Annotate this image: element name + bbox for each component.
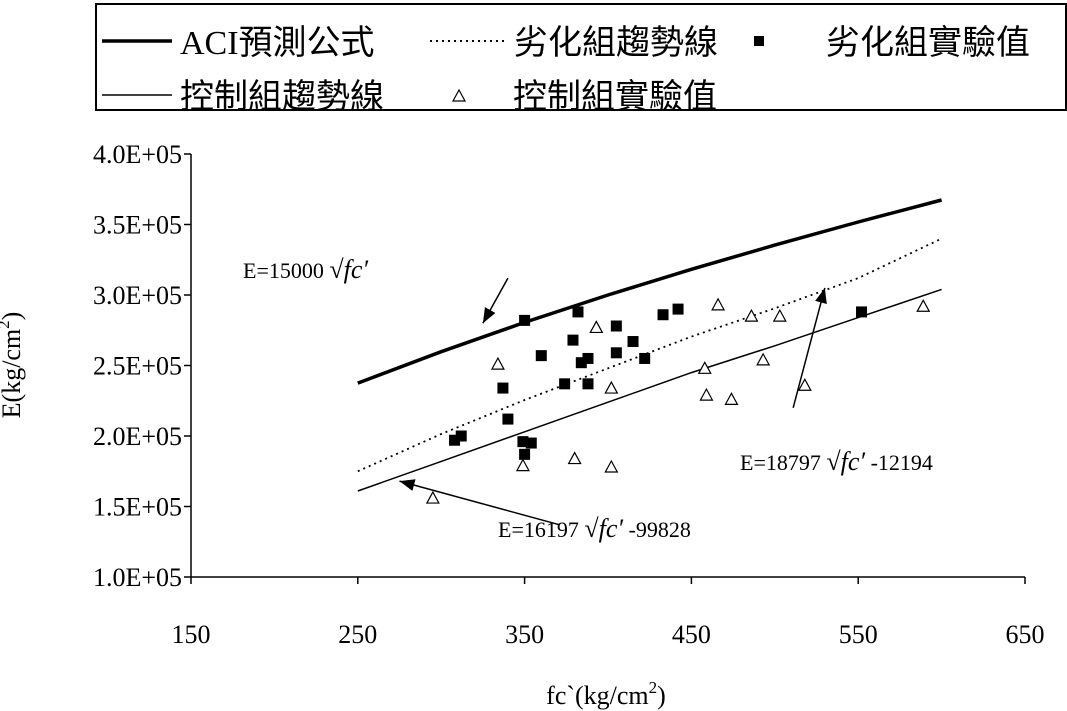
data-points [425, 297, 931, 504]
control-point [425, 490, 440, 504]
trend-line [357, 198, 943, 385]
x-axis-title: fc`(kg/cm2) [546, 678, 666, 710]
degraded-point [519, 448, 531, 460]
y-tick-label: 1.0E+05 [93, 563, 182, 592]
degraded-point [517, 436, 529, 448]
x-tick-label: 150 [172, 620, 211, 649]
annotation-arrow-head [815, 287, 827, 304]
degraded-point [525, 437, 537, 449]
y-tick-label: 2.5E+05 [93, 352, 182, 381]
y-tick-label: 3.0E+05 [93, 281, 182, 310]
legend-swatch-degraded-points [754, 36, 764, 46]
degraded-point [572, 306, 584, 318]
control-point [744, 308, 759, 322]
degraded-point [497, 382, 509, 394]
control-point [699, 387, 714, 401]
trend-line [357, 288, 942, 492]
degraded-point [610, 320, 622, 332]
degraded-point [639, 352, 651, 364]
x-axis-title-close: ) [657, 681, 666, 710]
legend-swatch-control-points [451, 88, 467, 102]
degraded-point [575, 357, 587, 369]
degraded-point [455, 430, 467, 442]
degraded-point [567, 334, 579, 346]
axes: 1.0E+05 1.5E+05 2.0E+05 2.5E+05 3.0E+05 3.5E+… [93, 140, 1045, 649]
degraded-point [582, 378, 594, 390]
degraded-point [672, 303, 684, 315]
y-tick-label: 2.0E+05 [93, 422, 182, 451]
control-point [589, 320, 604, 334]
annotation-arrow-head [482, 307, 496, 324]
annotation-label: E=16197 √fc′ -99828 [498, 514, 691, 543]
y-axis-title: E(kg/cm2) [0, 312, 26, 419]
x-tick-label: 350 [505, 620, 544, 649]
legend-label-control-points: 控制組實驗值 [513, 78, 717, 116]
legend-label-control-trend: 控制組趨勢線 [180, 78, 384, 116]
degraded-point [856, 306, 868, 318]
trend-lines [357, 198, 943, 492]
legend-label-degraded-points: 劣化組實驗值 [826, 24, 1030, 62]
degraded-point [535, 350, 547, 362]
annotation-arrow-line [399, 480, 560, 526]
legend: ACI預測公式 劣化組趨勢線 劣化組實驗值 控制組趨勢線 控制組實驗值 [95, 3, 1067, 116]
x-tick-label: 550 [839, 620, 878, 649]
control-point [724, 392, 739, 405]
x-axis-title-sup: 2 [649, 678, 658, 697]
legend-label-degraded-trend: 劣化組趨勢線 [514, 24, 718, 62]
degraded-point [627, 336, 639, 348]
degraded-point [610, 347, 622, 359]
control-point [916, 299, 931, 312]
y-tick-label: 1.5E+05 [93, 493, 182, 522]
annotation-arrow-line [792, 287, 826, 408]
y-tick-label: 3.5E+05 [93, 211, 182, 240]
degraded-point [502, 413, 514, 425]
control-point [515, 458, 530, 472]
control-point [711, 297, 726, 311]
control-point [772, 308, 787, 322]
degraded-point [657, 309, 669, 321]
y-tick-label: 4.0E+05 [93, 140, 182, 169]
x-tick-label: 650 [1006, 620, 1045, 649]
x-tick-label: 450 [672, 620, 711, 649]
control-point [697, 361, 712, 374]
y-ticks: 1.0E+05 1.5E+05 2.0E+05 2.5E+05 3.0E+05 3.5E+… [93, 140, 191, 592]
legend-frame [95, 3, 1067, 111]
degraded-point [449, 434, 461, 446]
control-point [490, 356, 505, 370]
annotations: E=15000 √fc′ E=18797 √fc′ -12194 E=16197 √… [243, 255, 933, 543]
annotation-arrow-head [399, 479, 416, 491]
control-point [567, 451, 582, 465]
degraded-point [582, 352, 594, 364]
control-point [797, 377, 812, 391]
degraded-point [519, 314, 531, 326]
control-point [604, 380, 619, 394]
annotation-label: E=15000 √fc′ [243, 255, 368, 284]
x-ticks: 150 250 350 450 550 650 [172, 577, 1045, 649]
legend-label-aci: ACI預測公式 [180, 25, 375, 62]
annotation-label: E=18797 √fc′ -12194 [740, 447, 933, 476]
control-point [756, 352, 771, 366]
y-axis-title-sup: 2 [0, 320, 13, 329]
x-tick-label: 250 [338, 620, 377, 649]
y-axis-title-close: ) [0, 312, 26, 321]
control-point [604, 459, 619, 473]
degraded-point [559, 378, 571, 390]
